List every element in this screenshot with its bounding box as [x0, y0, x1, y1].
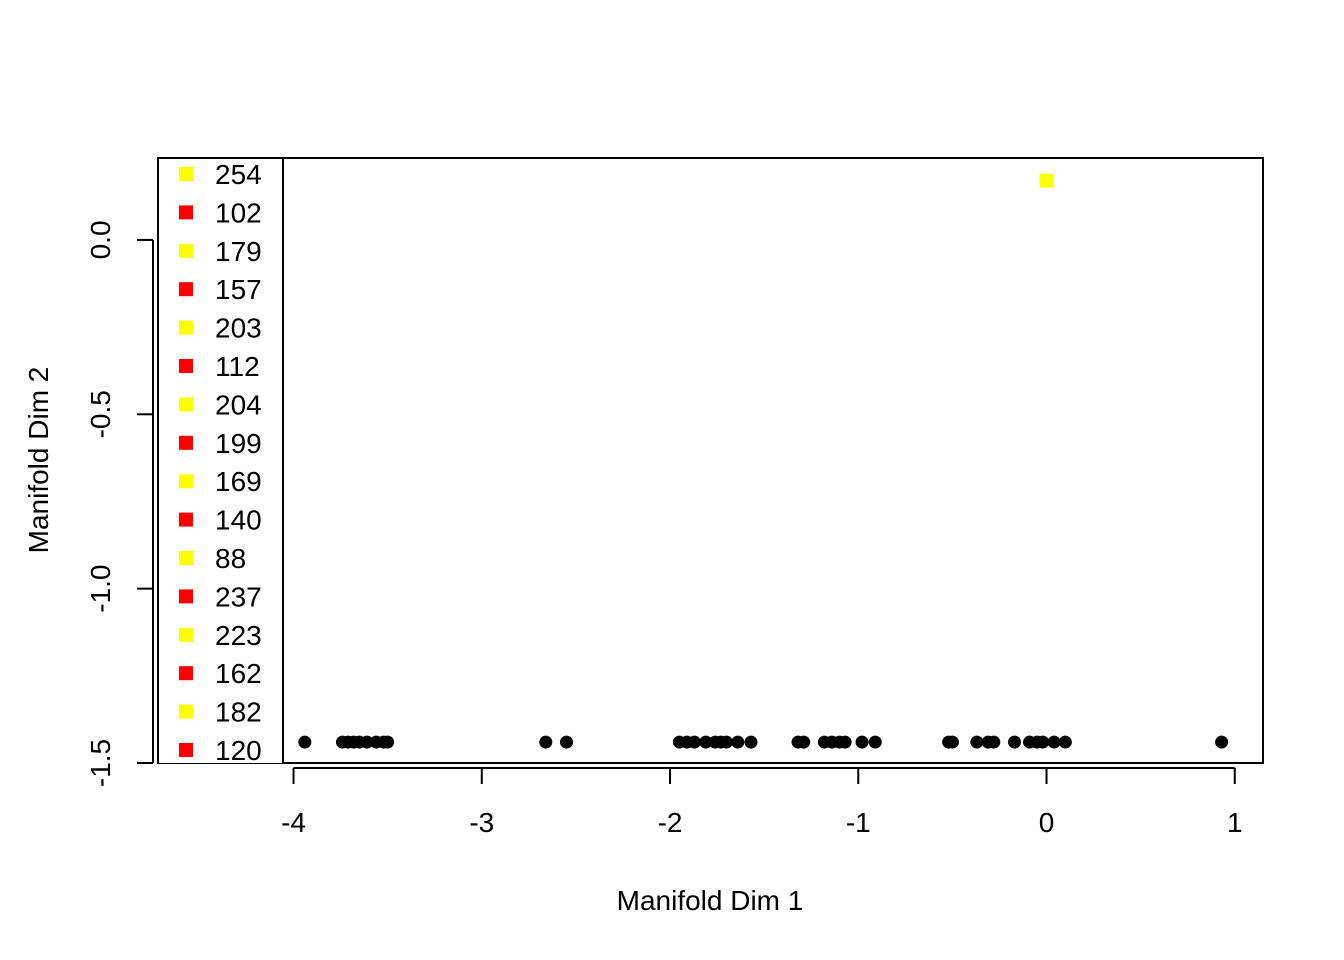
data-point	[687, 735, 701, 749]
data-point	[838, 735, 852, 749]
plot-frame	[157, 157, 1264, 764]
legend-swatch	[179, 205, 193, 220]
data-point	[1047, 735, 1061, 749]
data-point	[855, 735, 869, 749]
legend-label: 199	[215, 428, 262, 459]
legend-label: 203	[215, 313, 262, 344]
data-point	[1215, 735, 1229, 749]
legend-swatch	[179, 243, 193, 258]
legend-label: 88	[215, 543, 246, 574]
legend-swatch	[179, 512, 193, 527]
legend-swatch	[179, 589, 193, 604]
x-axis: -4 -3 -2 -1 0 1	[281, 767, 1243, 838]
data-point	[381, 735, 395, 749]
x-axis-label: Manifold Dim 1	[617, 885, 804, 916]
data-point	[1058, 735, 1072, 749]
data-point	[868, 735, 882, 749]
legend-swatch	[179, 474, 193, 489]
legend-label: 120	[215, 735, 262, 766]
legend-swatch	[179, 435, 193, 450]
legend-box	[159, 159, 283, 763]
legend-label: 237	[215, 581, 262, 612]
y-tick-label: -0.5	[85, 390, 116, 438]
y-tick-label: 0.0	[85, 220, 116, 259]
data-point	[1036, 735, 1050, 749]
data-point	[559, 735, 573, 749]
legend-swatch	[179, 320, 193, 335]
data-point	[699, 735, 713, 749]
data-point	[987, 735, 1001, 749]
y-tick-label: -1.5	[85, 739, 116, 787]
data-point	[970, 735, 984, 749]
legend-label: 254	[215, 159, 262, 190]
legend: 254 102 179 157 203 112 204 199 169 140 88 237 223 16…	[159, 158, 284, 766]
y-axis-label: Manifold Dim 2	[23, 367, 54, 554]
legend-swatch	[179, 627, 193, 642]
legend-swatch	[179, 397, 193, 412]
legend-swatch	[179, 704, 193, 719]
data-point	[360, 735, 374, 749]
legend-swatch	[179, 551, 193, 565]
data-point	[797, 735, 811, 749]
legend-label: 204	[215, 389, 262, 420]
legend-swatch	[179, 743, 193, 757]
legend-label: 157	[215, 274, 262, 305]
x-tick-label: -2	[658, 807, 683, 838]
data-point	[1008, 735, 1022, 749]
data-point	[298, 735, 312, 749]
data-points	[298, 173, 1229, 749]
data-point	[720, 735, 734, 749]
data-point	[539, 735, 553, 749]
x-tick-label: -1	[846, 807, 871, 838]
x-tick-label: -3	[469, 807, 494, 838]
y-tick-label: -1.0	[85, 565, 116, 613]
legend-label: 140	[215, 505, 262, 536]
legend-label: 223	[215, 620, 262, 651]
legend-swatch	[179, 359, 193, 373]
data-point	[744, 735, 758, 749]
data-point	[945, 735, 959, 749]
x-tick-label: 0	[1039, 807, 1055, 838]
legend-label: 162	[215, 658, 262, 689]
x-tick-label: -4	[281, 807, 306, 838]
legend-label: 102	[215, 197, 262, 228]
legend-swatch	[179, 666, 193, 681]
y-axis: -1.5 -1.0 -0.5 0.0	[85, 220, 154, 787]
legend-swatch	[179, 167, 193, 181]
legend-swatch	[179, 282, 193, 297]
legend-label: 112	[215, 351, 260, 382]
legend-label: 169	[215, 466, 262, 497]
legend-label: 179	[215, 236, 262, 267]
data-point	[731, 735, 745, 749]
legend-label: 182	[215, 697, 262, 728]
data-point-square	[1039, 173, 1054, 188]
x-tick-label: 1	[1227, 807, 1243, 838]
